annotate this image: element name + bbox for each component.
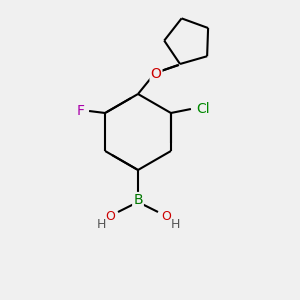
Text: O: O xyxy=(151,67,161,81)
Text: B: B xyxy=(133,193,143,207)
Text: F: F xyxy=(77,104,85,118)
Text: H: H xyxy=(170,218,180,230)
Text: H: H xyxy=(96,218,106,230)
Text: Cl: Cl xyxy=(196,102,210,116)
Text: O: O xyxy=(105,209,115,223)
Text: O: O xyxy=(161,209,171,223)
